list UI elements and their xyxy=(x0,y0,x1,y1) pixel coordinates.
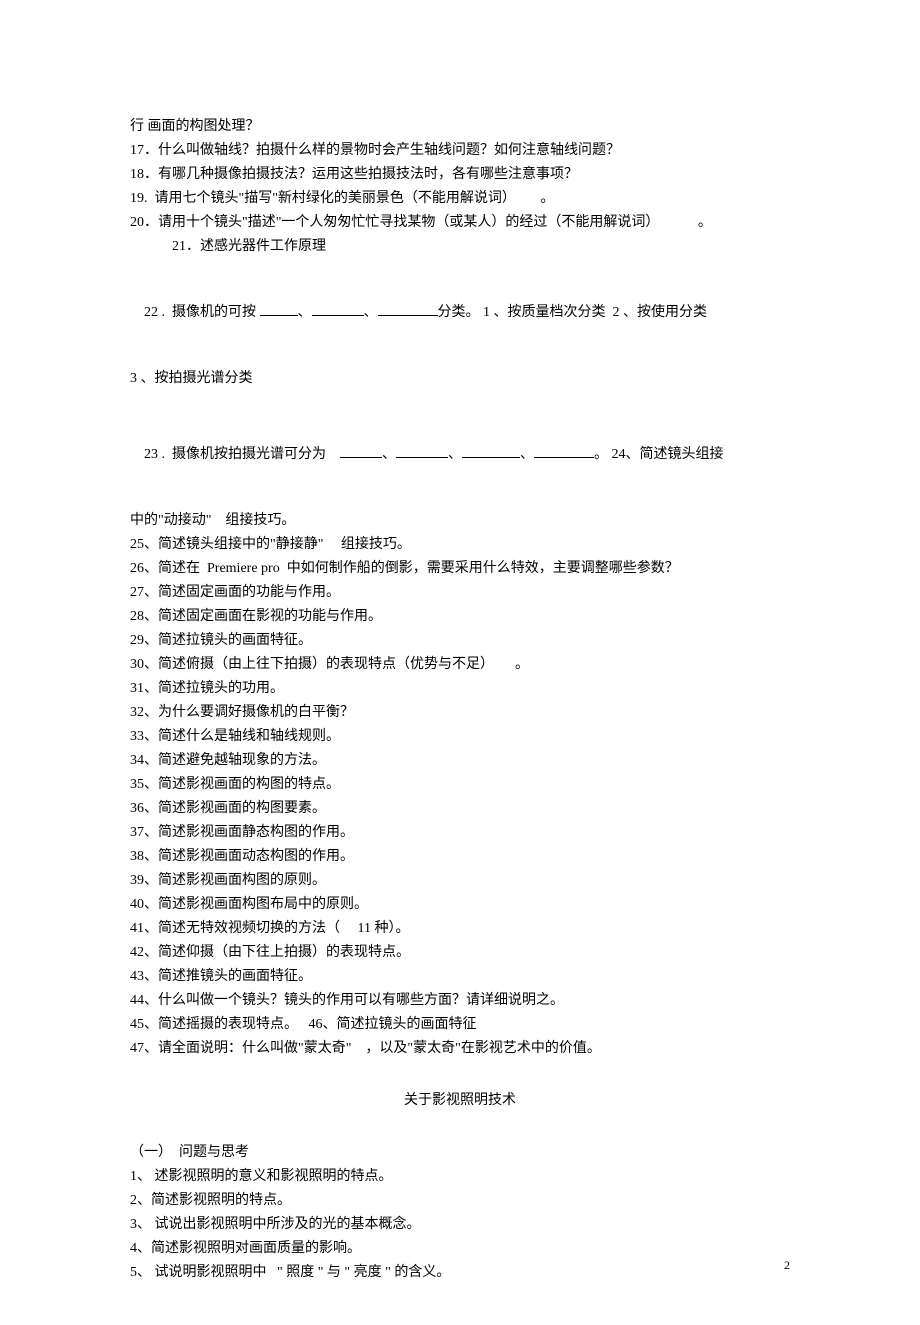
question-41: 41、简述无特效视频切换的方法（ 11 种）。 xyxy=(130,917,790,941)
q22-part-d: 分类。 1 、按质量档次分类 2 、按使用分类 xyxy=(438,305,708,320)
question-37: 37、简述影视画面静态构图的作用。 xyxy=(130,821,790,845)
question-23-cont: 中的"动接动" 组接技巧。 xyxy=(130,509,790,533)
s2-question-5: 5、 试说明影视照明中 " 照度 " 与 " 亮度 " 的含义。 xyxy=(130,1261,790,1285)
document-page: 行 画面的构图处理？ 17．什么叫做轴线？拍摄什么样的景物时会产生轴线问题？如何… xyxy=(0,0,920,1325)
page-number: 2 xyxy=(784,1258,790,1273)
q22-part-b: 、 xyxy=(298,305,312,320)
question-36: 36、简述影视画面的构图要素。 xyxy=(130,797,790,821)
q23-part-b: 、 xyxy=(382,447,396,462)
q22-part-c: 、 xyxy=(364,305,378,320)
question-22: 22 . 摄像机的可按 、 、 分类。 1 、按质量档次分类 2 、按使用分类 xyxy=(130,277,790,349)
question-17: 17．什么叫做轴线？拍摄什么样的景物时会产生轴线问题？如何注意轴线问题？ xyxy=(130,139,790,163)
question-38: 38、简述影视画面动态构图的作用。 xyxy=(130,845,790,869)
question-22-cont: 3 、按拍摄光谱分类 xyxy=(130,367,790,391)
fill-blank xyxy=(260,302,298,316)
question-31: 31、简述拉镜头的功用。 xyxy=(130,677,790,701)
question-29: 29、简述拉镜头的画面特征。 xyxy=(130,629,790,653)
question-cont: 行 画面的构图处理？ xyxy=(130,115,790,139)
s2-question-3: 3、 试说出影视照明中所涉及的光的基本概念。 xyxy=(130,1213,790,1237)
question-20: 20．请用十个镜头"描述"一个人匆匆忙忙寻找某物（或某人）的经过（不能用解说词）… xyxy=(130,211,790,235)
question-45-46: 45、简述摇摄的表现特点。 46、简述拉镜头的画面特征 xyxy=(130,1013,790,1037)
question-19: 19. 请用七个镜头"描写"新村绿化的美丽景色（不能用解说词） 。 xyxy=(130,187,790,211)
question-39: 39、简述影视画面构图的原则。 xyxy=(130,869,790,893)
question-35: 35、简述影视画面的构图的特点。 xyxy=(130,773,790,797)
q23-part-d: 、 xyxy=(520,447,534,462)
fill-blank xyxy=(312,302,364,316)
question-44: 44、什么叫做一个镜头？镜头的作用可以有哪些方面？请详细说明之。 xyxy=(130,989,790,1013)
q22-part-a: 22 . 摄像机的可按 xyxy=(144,305,260,320)
section-2-heading: （一） 问题与思考 xyxy=(130,1141,790,1165)
fill-blank xyxy=(378,302,438,316)
fill-blank xyxy=(534,444,594,458)
question-28: 28、简述固定画面在影视的功能与作用。 xyxy=(130,605,790,629)
s2-question-2: 2、简述影视照明的特点。 xyxy=(130,1189,790,1213)
question-47: 47、请全面说明：什么叫做"蒙太奇" ，以及"蒙太奇"在影视艺术中的价值。 xyxy=(130,1037,790,1061)
q23-part-a: 23 . 摄像机按拍摄光谱可分为 xyxy=(144,447,340,462)
s2-question-1: 1、 述影视照明的意义和影视照明的特点。 xyxy=(130,1165,790,1189)
fill-blank xyxy=(340,444,382,458)
question-43: 43、简述推镜头的画面特征。 xyxy=(130,965,790,989)
s2-question-4: 4、简述影视照明对画面质量的影响。 xyxy=(130,1237,790,1261)
fill-blank xyxy=(462,444,520,458)
question-34: 34、简述避免越轴现象的方法。 xyxy=(130,749,790,773)
question-23: 23 . 摄像机按拍摄光谱可分为 、 、 、 。 24、简述镜头组接 xyxy=(130,419,790,491)
question-42: 42、简述仰摄（由下往上拍摄）的表现特点。 xyxy=(130,941,790,965)
question-18: 18．有哪几种摄像拍摄技法？运用这些拍摄技法时，各有哪些注意事项？ xyxy=(130,163,790,187)
question-25: 25、简述镜头组接中的"静接静" 组接技巧。 xyxy=(130,533,790,557)
question-30: 30、简述俯摄（由上往下拍摄）的表现特点（优势与不足） 。 xyxy=(130,653,790,677)
section-2-title: 关于影视照明技术 xyxy=(130,1089,790,1113)
question-26: 26、简述在 Premiere pro 中如何制作船的倒影，需要采用什么特效，主… xyxy=(130,557,790,581)
q23-part-e: 。 24、简述镜头组接 xyxy=(594,447,724,462)
question-21: 21．述感光器件工作原理 xyxy=(130,235,790,259)
question-27: 27、简述固定画面的功能与作用。 xyxy=(130,581,790,605)
question-40: 40、简述影视画面构图布局中的原则。 xyxy=(130,893,790,917)
question-32: 32、为什么要调好摄像机的白平衡？ xyxy=(130,701,790,725)
fill-blank xyxy=(396,444,448,458)
question-33: 33、简述什么是轴线和轴线规则。 xyxy=(130,725,790,749)
q23-part-c: 、 xyxy=(448,447,462,462)
